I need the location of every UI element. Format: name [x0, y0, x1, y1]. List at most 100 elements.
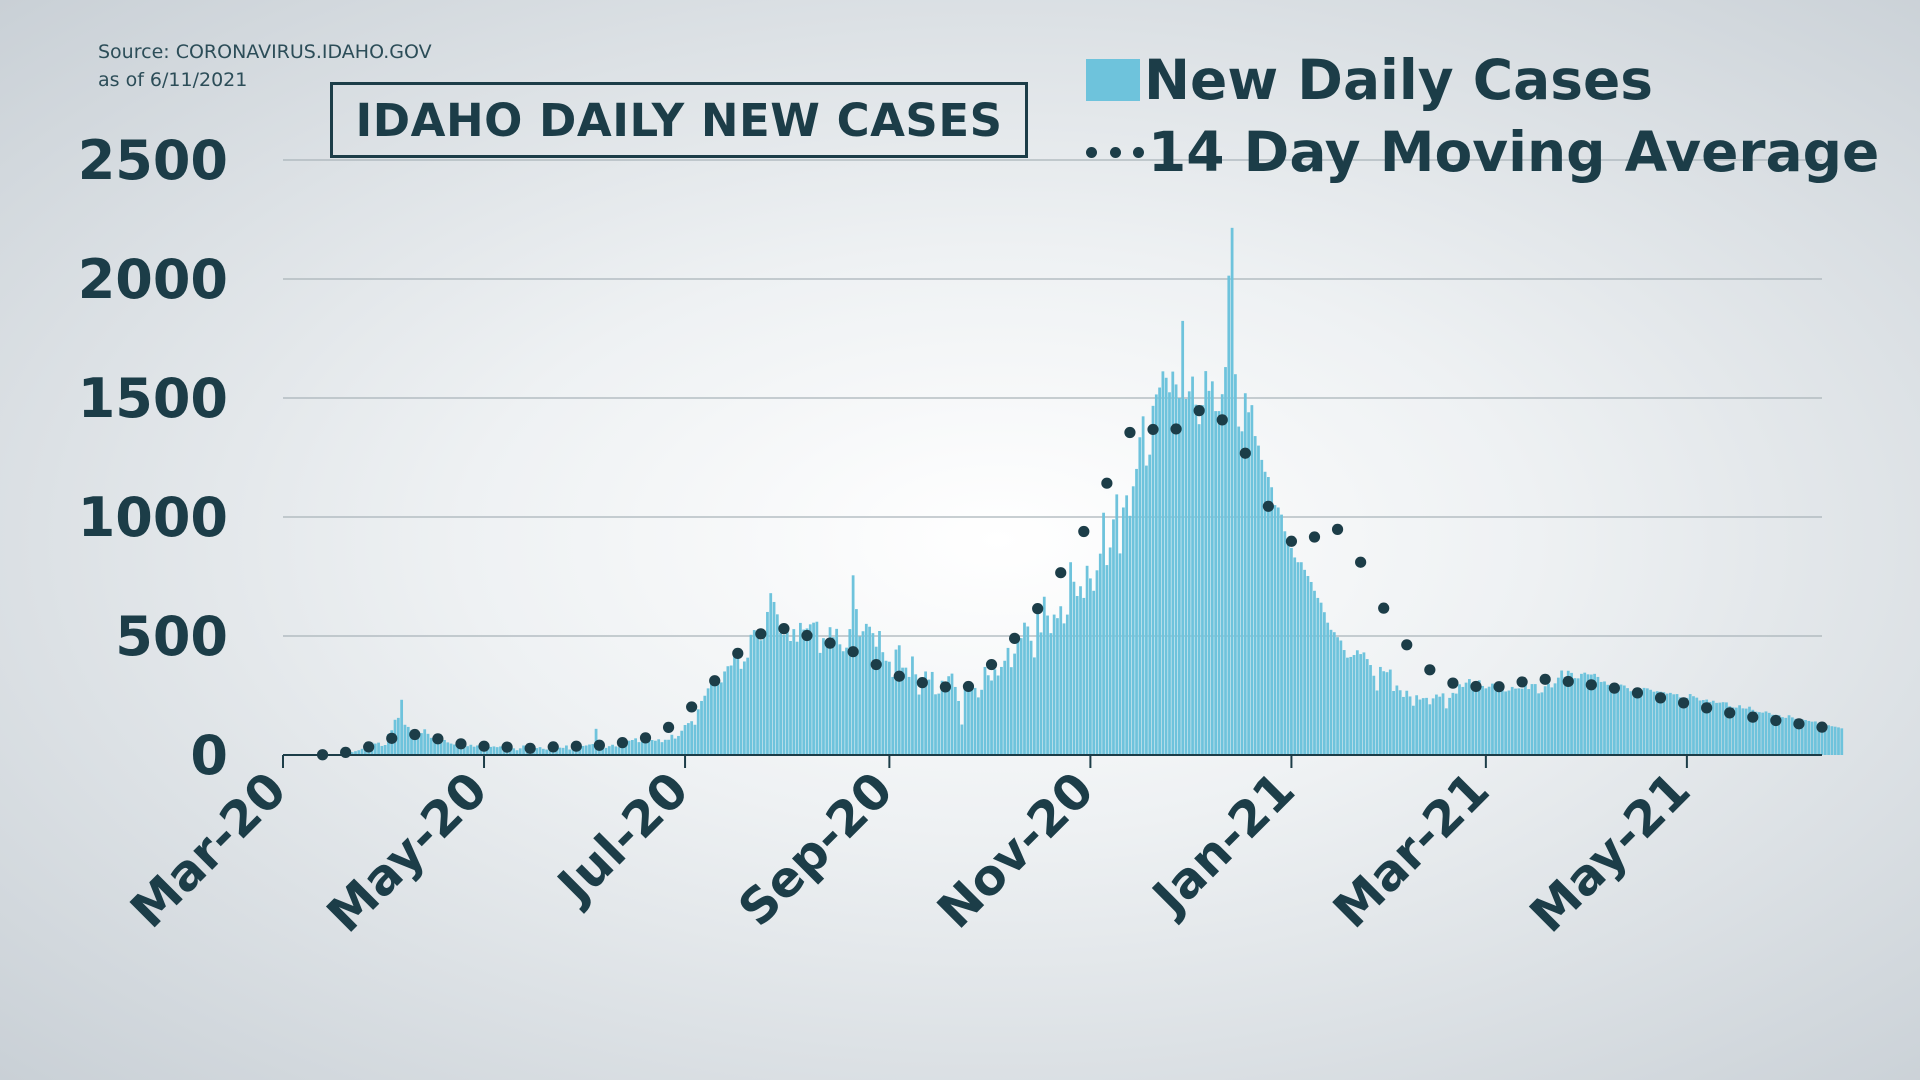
bar	[1639, 693, 1643, 755]
bar	[545, 749, 549, 755]
bar	[1481, 685, 1484, 755]
bar	[1701, 700, 1705, 755]
bar	[406, 726, 410, 755]
bar	[354, 751, 357, 755]
bar	[1734, 707, 1738, 755]
bar	[686, 723, 690, 755]
bar	[1540, 692, 1544, 755]
bar	[795, 641, 799, 755]
bar	[660, 742, 664, 755]
bar	[377, 742, 380, 755]
bar	[1365, 659, 1369, 755]
bar	[1754, 711, 1758, 755]
x-tick-label: Sep-20	[728, 761, 904, 937]
bar	[881, 652, 885, 755]
bar	[1708, 701, 1712, 755]
bar	[469, 744, 473, 755]
bar	[878, 631, 881, 755]
bar	[1388, 669, 1392, 755]
bar	[993, 669, 997, 755]
bar	[1731, 707, 1735, 755]
bar	[729, 665, 733, 755]
bar	[1214, 411, 1218, 755]
bar	[1108, 547, 1112, 755]
bar	[581, 745, 585, 755]
average-point	[1654, 692, 1667, 704]
bar	[1659, 691, 1662, 755]
bar	[703, 695, 707, 755]
bar	[462, 745, 466, 755]
bar	[861, 631, 865, 755]
bar	[1042, 596, 1046, 755]
bar	[584, 745, 588, 755]
bar	[1642, 687, 1646, 755]
bar	[1520, 688, 1524, 755]
bar	[907, 676, 911, 755]
bar	[937, 693, 941, 755]
bar	[502, 748, 506, 755]
bar	[1075, 596, 1079, 755]
average-point	[1424, 664, 1436, 676]
bar	[1095, 570, 1099, 755]
bar	[775, 614, 779, 755]
bar	[472, 746, 476, 755]
bar	[446, 742, 450, 755]
bar	[897, 645, 901, 755]
bar	[726, 666, 730, 755]
average-point	[1285, 535, 1298, 547]
bar	[1494, 684, 1498, 755]
bar	[1006, 647, 1010, 755]
bar	[1556, 677, 1560, 755]
bar	[558, 747, 562, 755]
average-point	[409, 728, 421, 741]
average-point	[1770, 714, 1782, 727]
bar	[1290, 547, 1293, 755]
bar	[822, 638, 825, 755]
bar	[1319, 602, 1323, 755]
bar	[1728, 706, 1732, 755]
bar	[568, 749, 572, 755]
bar	[785, 625, 789, 755]
bar	[1270, 487, 1274, 755]
average-point	[962, 680, 975, 693]
bar	[1830, 726, 1834, 755]
bar	[719, 682, 723, 755]
bar	[670, 734, 674, 755]
average-point	[478, 740, 490, 752]
bar	[456, 743, 460, 755]
bar	[443, 740, 446, 755]
bar	[1009, 667, 1013, 755]
bar	[1250, 405, 1254, 755]
bar	[1293, 557, 1297, 755]
bar	[1372, 675, 1376, 755]
bar	[1543, 686, 1547, 755]
bar	[1210, 381, 1214, 755]
bar	[518, 748, 522, 755]
bar	[1003, 660, 1007, 755]
bar	[588, 744, 591, 755]
bar	[805, 628, 809, 755]
x-axis: Mar-20 May-20 Jul-20 Sep-20 Nov-20 Jan-21 Mar-…	[120, 754, 1822, 943]
bar	[1781, 717, 1784, 755]
bar	[1276, 507, 1280, 755]
bar	[1467, 679, 1471, 755]
bar	[1609, 688, 1613, 755]
bar	[1570, 672, 1573, 755]
bar	[489, 746, 493, 755]
average-point	[1170, 423, 1182, 435]
bar	[1079, 586, 1082, 755]
as-of-date: as of 6/11/2021	[98, 69, 248, 91]
x-tick-label: May-21	[1519, 761, 1701, 943]
bar	[802, 629, 806, 755]
bar	[901, 667, 904, 755]
bar	[1187, 391, 1191, 755]
average-point	[547, 741, 559, 753]
bar	[1131, 486, 1135, 755]
bar	[423, 729, 427, 755]
average-point	[1193, 405, 1205, 417]
bar	[1306, 576, 1310, 755]
bar	[828, 627, 832, 755]
bar	[858, 636, 862, 755]
bar	[647, 737, 651, 755]
bar	[1477, 680, 1481, 755]
